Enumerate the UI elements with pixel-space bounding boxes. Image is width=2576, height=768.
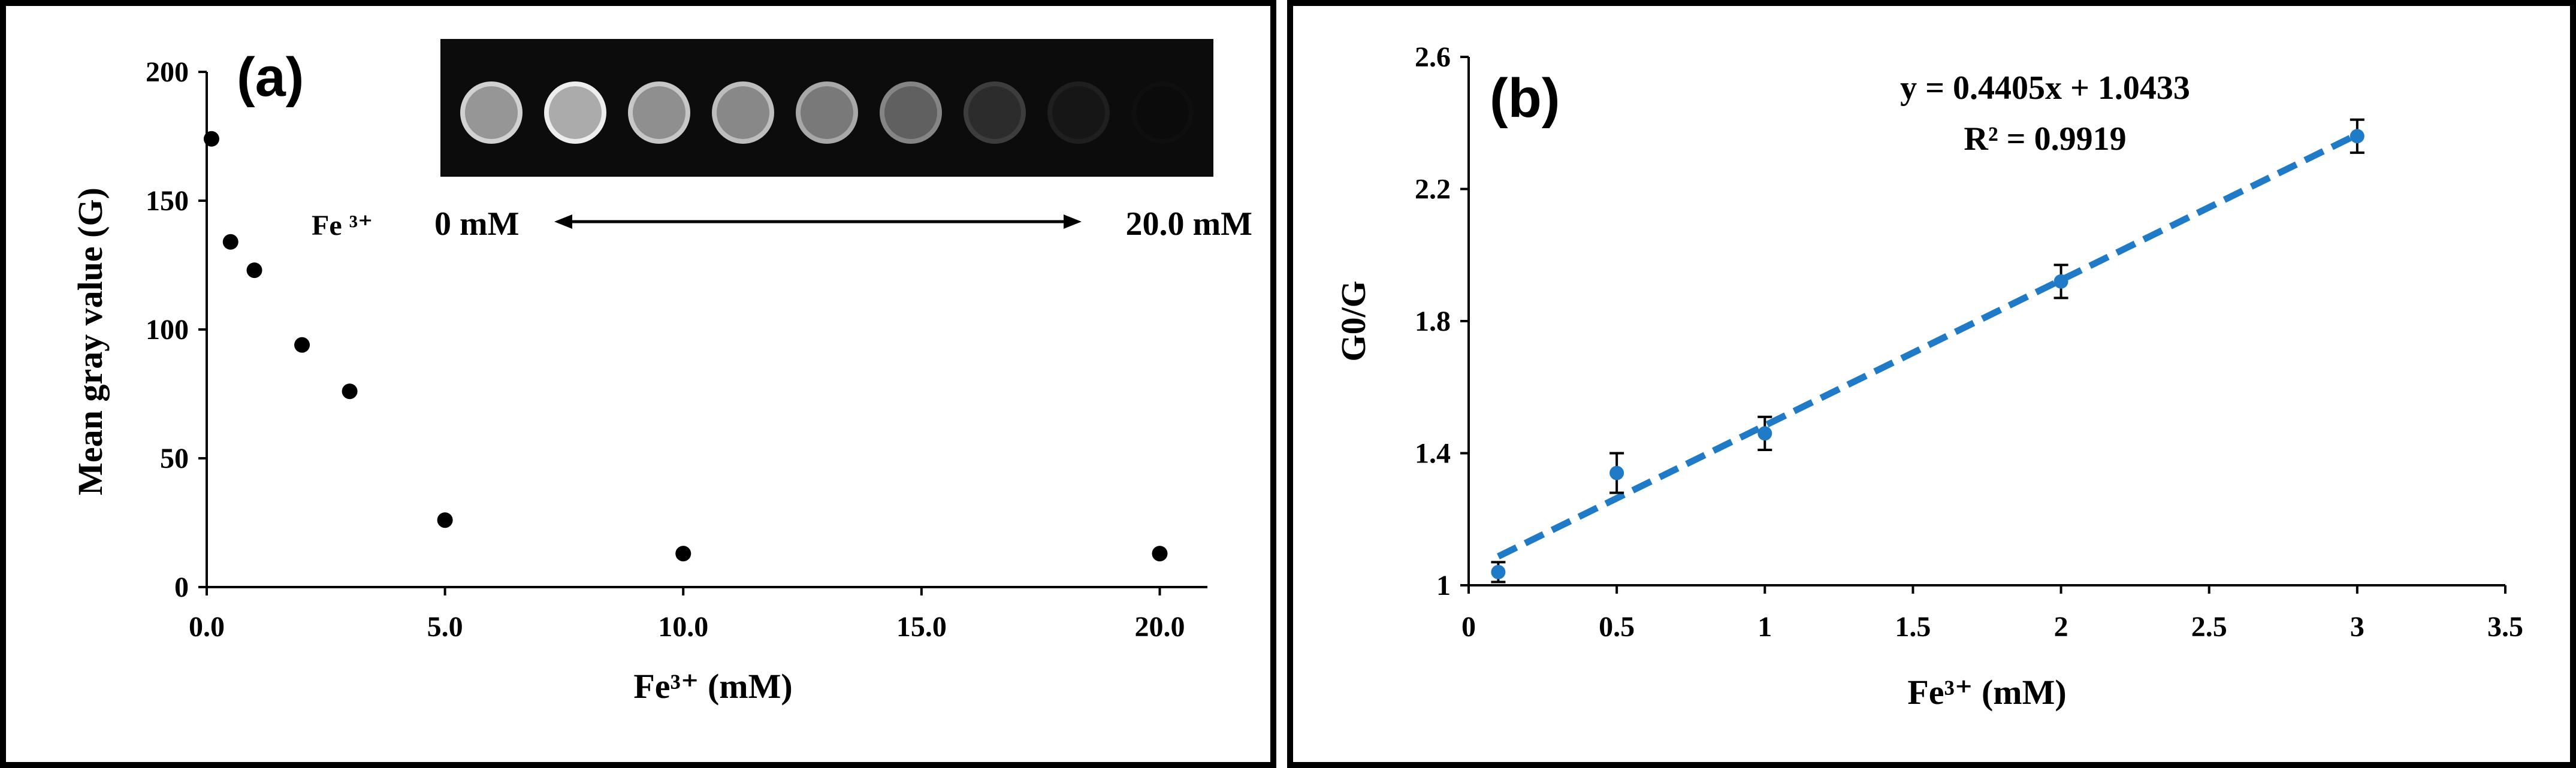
inset-spot <box>796 81 858 144</box>
x-tick-label: 0 <box>1461 611 1476 643</box>
y-tick-label: 100 <box>146 314 189 346</box>
chart-a-svg: 0 50 100 150 200 0.0 5.0 10.0 15.0 20.0 Fe³⁺ (mM) M… <box>71 39 1252 706</box>
x-tick-label: 3 <box>2350 611 2364 643</box>
chart-b-svg: 1 1.4 1.8 2.2 2.6 0 0.5 1 1.5 2 2.5 3 3.5 Fe³⁺ (mM) G0… <box>1334 41 2523 712</box>
inset-range-start: 0 mM <box>434 205 520 243</box>
data-point <box>222 234 238 250</box>
inset-range-arrow-left <box>554 214 572 229</box>
data-point <box>1609 465 1624 480</box>
inset-ion-label: Fe ³⁺ <box>312 210 373 241</box>
panel-label-b: (b) <box>1490 68 1560 129</box>
data-point <box>675 546 691 562</box>
inset-spot <box>628 81 690 144</box>
x-tick-label: 0.0 <box>189 611 225 643</box>
x-tick-label: 1 <box>1757 611 1772 643</box>
y-tick-label: 1.4 <box>1415 438 1451 470</box>
x-tick-label: 15.0 <box>896 611 947 643</box>
chart-panel-a: 0 50 100 150 200 0.0 5.0 10.0 15.0 20.0 Fe³⁺ (mM) M… <box>0 0 1276 768</box>
data-point <box>1491 564 1506 579</box>
x-tick-label: 10.0 <box>658 611 708 643</box>
y-tick-label: 0 <box>174 572 189 603</box>
x-tick-label: 3.5 <box>2487 611 2523 643</box>
data-point <box>437 512 453 528</box>
x-tick-label: 2 <box>2054 611 2068 643</box>
trendline <box>1497 131 2359 560</box>
data-point <box>2349 129 2364 144</box>
y-tick-label: 50 <box>160 443 189 474</box>
data-point <box>1152 546 1168 562</box>
y-tick-label: 2.2 <box>1415 174 1451 205</box>
y-tick-label: 1.8 <box>1415 306 1451 337</box>
data-point <box>203 131 219 147</box>
x-tick-label: 20.0 <box>1134 611 1185 643</box>
y-tick-label: 200 <box>146 56 189 88</box>
x-tick-label: 5.0 <box>427 611 463 643</box>
inset-spot <box>1047 81 1110 144</box>
data-point <box>342 383 358 400</box>
x-tick-label: 2.5 <box>2191 611 2227 643</box>
y-tick-label: 150 <box>146 185 189 217</box>
inset-spot <box>460 81 523 144</box>
y-axis-title: Mean gray value (G) <box>71 188 110 495</box>
trendline-equation: y = 0.4405x + 1.0433 <box>1900 69 2190 107</box>
y-tick-label: 2.6 <box>1415 41 1451 73</box>
data-point <box>246 262 262 279</box>
data-point <box>1757 426 1772 441</box>
inset-spot <box>880 81 942 144</box>
inset-range-arrow-right <box>1064 214 1082 229</box>
chart-panel-b: 1 1.4 1.8 2.2 2.6 0 0.5 1 1.5 2 2.5 3 3.5 Fe³⁺ (mM) G0… <box>1287 0 2576 768</box>
data-point <box>2053 274 2068 289</box>
data-point <box>294 337 310 353</box>
inset-range-end: 20.0 mM <box>1125 205 1252 243</box>
inset-spot <box>712 81 774 144</box>
x-axis-title: Fe³⁺ (mM) <box>1907 673 2066 712</box>
x-axis-title: Fe³⁺ (mM) <box>633 667 792 706</box>
y-axis-title: G0/G <box>1334 280 1373 361</box>
x-tick-label: 0.5 <box>1599 611 1635 643</box>
inset-spot <box>544 81 606 144</box>
r-squared-label: R² = 0.9919 <box>1964 120 2126 158</box>
inset-spot <box>1131 81 1194 144</box>
inset-spot <box>964 81 1026 144</box>
x-tick-label: 1.5 <box>1895 611 1931 643</box>
y-tick-label: 1 <box>1436 570 1451 601</box>
panel-label-a: (a) <box>237 47 304 108</box>
